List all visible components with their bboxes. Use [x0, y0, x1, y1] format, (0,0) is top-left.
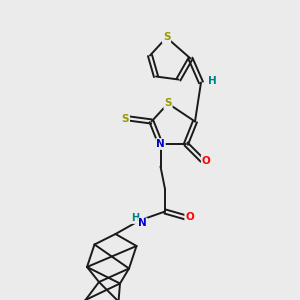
Text: S: S — [163, 32, 170, 43]
Text: H: H — [208, 76, 217, 86]
Text: O: O — [185, 212, 194, 223]
Text: S: S — [164, 98, 172, 109]
Text: N: N — [138, 218, 147, 229]
Text: S: S — [122, 113, 129, 124]
Text: N: N — [156, 139, 165, 149]
Text: H: H — [131, 213, 139, 223]
Text: O: O — [202, 155, 211, 166]
